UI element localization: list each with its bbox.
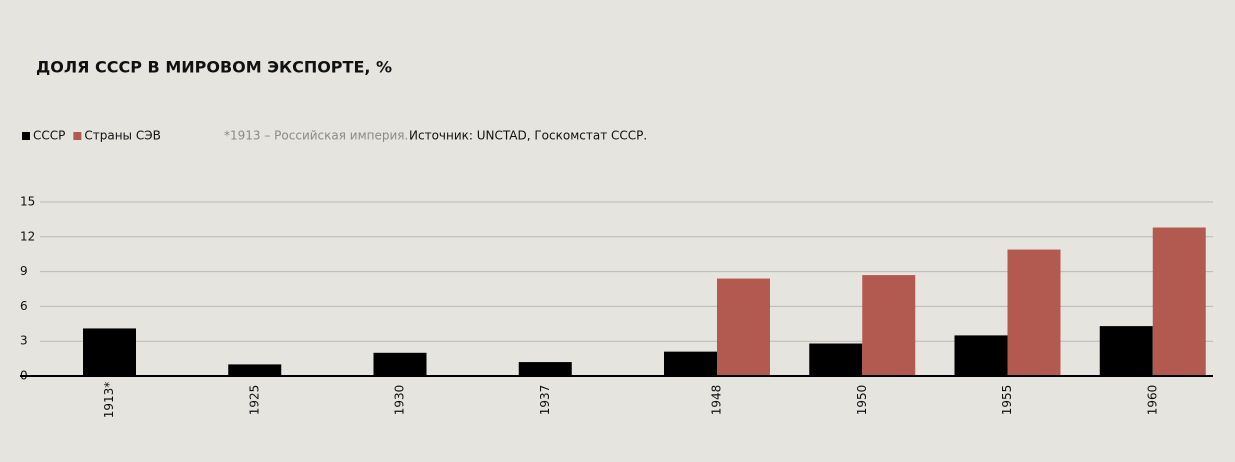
bar — [518, 362, 572, 376]
x-tick-label: 1960 — [1145, 385, 1159, 416]
bar — [1007, 249, 1061, 376]
y-tick-label: 9 — [20, 264, 28, 278]
y-tick-label: 6 — [20, 299, 28, 313]
bar — [862, 275, 916, 376]
bar — [1099, 326, 1153, 376]
x-tick-label: 1948 — [710, 385, 724, 416]
bar — [83, 328, 136, 376]
source: Источник: UNCTAD, Госкомстат СССР. — [409, 129, 647, 143]
x-tick-label: 1925 — [247, 385, 261, 416]
x-tick-label: 1950 — [855, 385, 869, 416]
y-tick-label: 12 — [20, 229, 35, 243]
x-tick-label: 1913* — [102, 382, 116, 419]
y-tick-label: 15 — [20, 195, 35, 209]
legend-label: СССР — [33, 129, 65, 143]
bar — [717, 278, 770, 376]
chart-title: ДОЛЯ СССР В МИРОВОМ ЭКСПОРТЕ, % — [36, 58, 392, 77]
bar — [954, 335, 1008, 376]
y-tick-label: 3 — [20, 334, 28, 348]
bar — [664, 351, 717, 376]
legend-label: Страны СЭВ — [84, 129, 160, 143]
bar — [373, 352, 427, 376]
x-tick-label: 1930 — [393, 385, 407, 416]
note: *1913 – Российская империя. — [224, 129, 408, 143]
bar — [809, 343, 863, 376]
x-tick-label: 1937 — [538, 385, 552, 416]
legend-swatch — [73, 132, 82, 140]
bar — [1152, 227, 1206, 376]
x-tick-label: 1955 — [1000, 385, 1014, 416]
legend-swatch — [22, 132, 30, 140]
bar — [228, 364, 282, 376]
